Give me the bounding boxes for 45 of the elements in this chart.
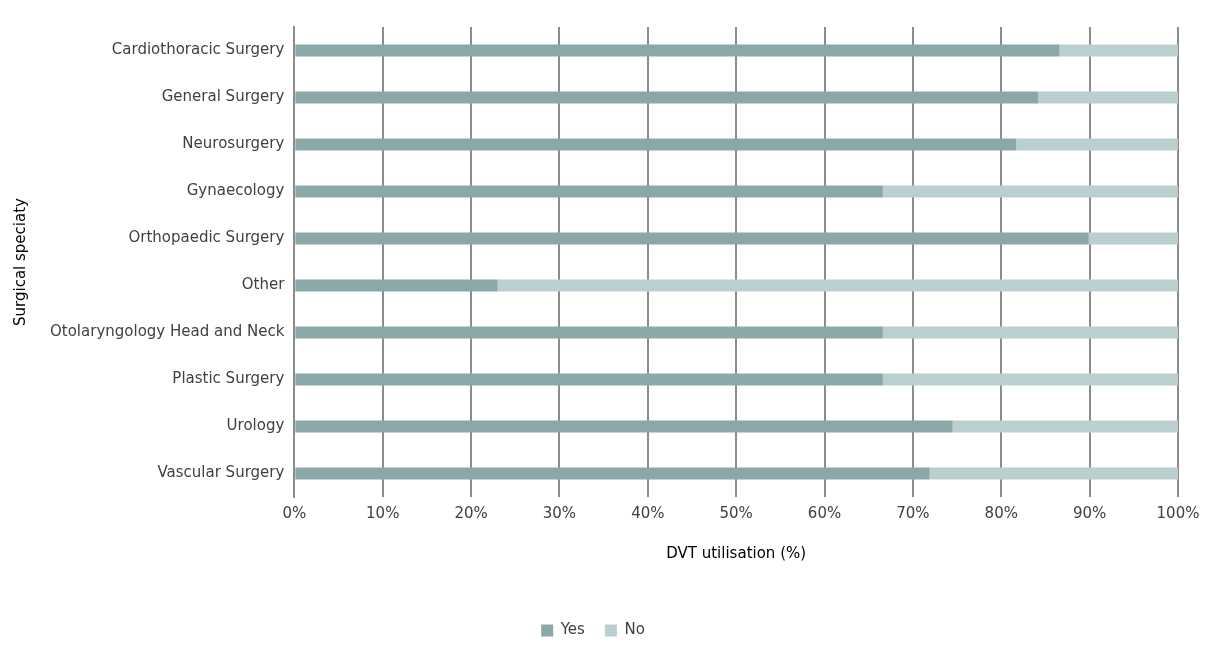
y-tick-label: Urology — [226, 416, 285, 435]
bar — [882, 185, 1178, 198]
bar — [882, 373, 1178, 386]
x-tick-label: 50% — [719, 503, 753, 522]
bar — [1088, 232, 1178, 245]
x-tick-label: 90% — [1072, 503, 1107, 522]
y-tick-label: Plastic Surgery — [172, 369, 285, 388]
bar — [295, 279, 498, 292]
x-tick-label: 70% — [896, 503, 930, 522]
y-tick-label: Other — [241, 275, 286, 294]
bar — [295, 232, 1089, 245]
y-tick-label: General Surgery — [161, 87, 285, 106]
x-axis-title: DVT utilisation (%) — [666, 543, 807, 562]
bar — [295, 44, 1060, 57]
y-tick-label: Cardiothoracic Surgery — [111, 40, 285, 59]
bar — [295, 326, 883, 339]
bar — [295, 373, 883, 386]
bar — [952, 420, 1178, 433]
y-tick-label: Neurosurgery — [182, 134, 285, 153]
bar — [1059, 44, 1178, 57]
bar — [295, 467, 930, 480]
y-tick-label: Gynaecology — [186, 181, 285, 200]
bar — [497, 279, 1178, 292]
x-tick-label: 30% — [542, 503, 577, 522]
x-tick-label: 20% — [454, 503, 488, 522]
x-tick-label: 0% — [282, 503, 307, 522]
x-tick-label: 10% — [366, 503, 400, 522]
x-tick-label: 80% — [984, 503, 1018, 522]
bar — [295, 138, 1017, 151]
legend-label: No — [624, 620, 645, 639]
bar — [882, 326, 1178, 339]
y-tick-label: Orthopaedic Surgery — [128, 228, 285, 247]
bar — [295, 185, 883, 198]
bar — [295, 91, 1039, 104]
legend-label: Yes — [559, 620, 586, 639]
bar — [295, 420, 953, 433]
y-axis-title: Surgical speciaty — [10, 197, 29, 326]
bar — [1038, 91, 1178, 104]
bar — [929, 467, 1178, 480]
x-tick-label: 100% — [1156, 503, 1200, 522]
x-tick-label: 40% — [631, 503, 665, 522]
bar — [1016, 138, 1178, 151]
x-tick-label: 60% — [807, 503, 842, 522]
y-tick-label: Vascular Surgery — [157, 463, 285, 482]
y-tick-label: Otolaryngology Head and Neck — [49, 322, 285, 341]
